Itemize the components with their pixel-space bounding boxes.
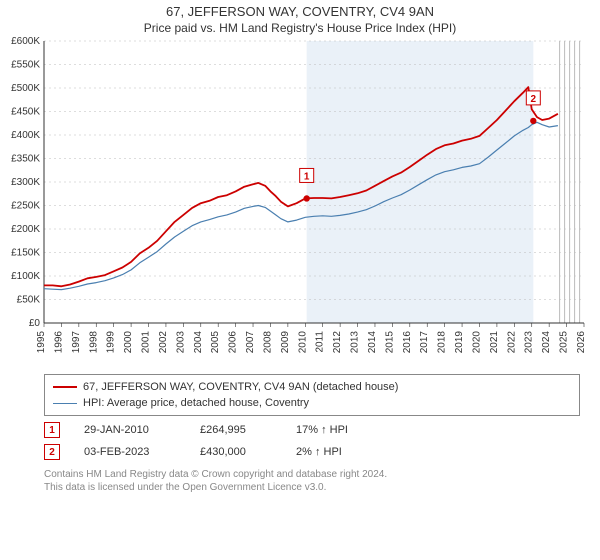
svg-text:2026: 2026 [576,331,587,354]
chart-title-line2: Price paid vs. HM Land Registry's House … [0,21,600,35]
svg-text:£550K: £550K [11,60,40,71]
sale-date-1: 29-JAN-2010 [66,424,194,436]
svg-text:2009: 2009 [280,331,291,354]
sale-delta-1: 17% ↑ HPI [296,424,386,436]
svg-text:£200K: £200K [11,224,40,235]
svg-text:1997: 1997 [71,331,82,354]
sale-marker-1: 1 [44,422,60,438]
legend-swatch-price-paid [53,386,77,388]
svg-text:2004: 2004 [193,331,204,354]
chart-title-line1: 67, JEFFERSON WAY, COVENTRY, CV4 9AN [0,4,600,19]
svg-text:1998: 1998 [88,331,99,354]
svg-text:2015: 2015 [384,331,395,354]
sale-date-2: 03-FEB-2023 [66,446,194,458]
svg-text:1999: 1999 [106,331,117,354]
svg-text:2023: 2023 [524,331,535,354]
footer: Contains HM Land Registry data © Crown c… [44,468,580,494]
svg-text:2025: 2025 [559,331,570,354]
svg-text:2024: 2024 [541,331,552,354]
legend-label-hpi: HPI: Average price, detached house, Cove… [83,397,309,409]
svg-text:2020: 2020 [471,331,482,354]
svg-text:£500K: £500K [11,83,40,94]
svg-text:2005: 2005 [210,331,221,354]
svg-text:2006: 2006 [228,331,239,354]
svg-text:2013: 2013 [350,331,361,354]
footer-line1: Contains HM Land Registry data © Crown c… [44,468,580,481]
legend-row-hpi: HPI: Average price, detached house, Cove… [53,395,571,411]
svg-text:2019: 2019 [454,331,465,354]
sale-price-1: £264,995 [200,424,290,436]
sale-row-2: 2 03-FEB-2023 £430,000 2% ↑ HPI [44,444,580,460]
svg-text:£100K: £100K [11,271,40,282]
legend-swatch-hpi [53,403,77,404]
svg-text:2003: 2003 [175,331,186,354]
svg-text:£0: £0 [29,318,41,329]
sale-marker-2: 2 [44,444,60,460]
svg-text:£350K: £350K [11,154,40,165]
svg-text:2022: 2022 [506,331,517,354]
svg-text:£400K: £400K [11,130,40,141]
svg-text:£600K: £600K [11,36,40,47]
svg-text:2017: 2017 [419,331,430,354]
svg-text:1996: 1996 [53,331,64,354]
svg-text:2010: 2010 [297,331,308,354]
svg-text:2018: 2018 [437,331,448,354]
svg-text:£450K: £450K [11,107,40,118]
svg-text:1995: 1995 [36,331,47,354]
footer-line2: This data is licensed under the Open Gov… [44,481,580,494]
svg-text:2008: 2008 [262,331,273,354]
chart-title-block: 67, JEFFERSON WAY, COVENTRY, CV4 9AN Pri… [0,0,600,35]
svg-text:2011: 2011 [315,331,326,353]
svg-text:1: 1 [304,171,310,182]
sale-price-2: £430,000 [200,446,290,458]
line-chart: £0 £50K £100K £150K £200K £250K £300K £350K £400… [0,35,600,365]
svg-text:2002: 2002 [158,331,169,354]
svg-text:2007: 2007 [245,331,256,354]
svg-text:£150K: £150K [11,248,40,259]
svg-text:2000: 2000 [123,331,134,354]
chart-container: £0 £50K £100K £150K £200K £250K £300K £350K £400… [0,35,600,370]
svg-text:2014: 2014 [367,331,378,354]
legend: 67, JEFFERSON WAY, COVENTRY, CV4 9AN (de… [44,374,580,416]
svg-text:£250K: £250K [11,201,40,212]
svg-text:2: 2 [531,94,537,105]
svg-text:2016: 2016 [402,331,413,354]
svg-text:£50K: £50K [17,295,41,306]
sale-row-1: 1 29-JAN-2010 £264,995 17% ↑ HPI [44,422,580,438]
svg-text:£300K: £300K [11,177,40,188]
legend-label-price-paid: 67, JEFFERSON WAY, COVENTRY, CV4 9AN (de… [83,381,398,393]
legend-row-price-paid: 67, JEFFERSON WAY, COVENTRY, CV4 9AN (de… [53,379,571,395]
svg-text:2021: 2021 [489,331,500,354]
sale-delta-2: 2% ↑ HPI [296,446,386,458]
svg-text:2001: 2001 [141,331,152,354]
svg-text:2012: 2012 [332,331,343,354]
